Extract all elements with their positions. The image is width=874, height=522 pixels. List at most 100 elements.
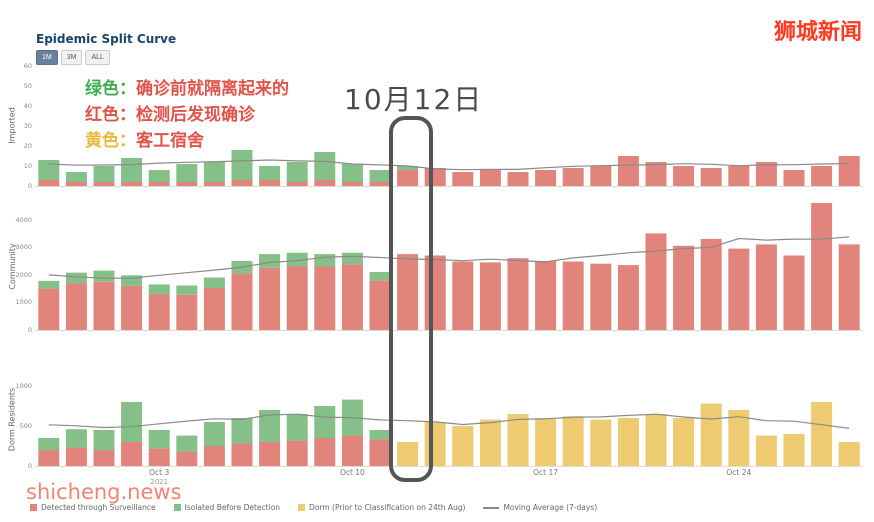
y-tick-label: 10 (23, 162, 32, 170)
bar-segment-green (93, 166, 115, 182)
annotation-line: 红色：检测后发现确诊 (85, 102, 289, 128)
bar-segment-red (65, 283, 87, 330)
bar-segment-red (121, 442, 143, 466)
bar-segment-red (286, 440, 308, 466)
bar-segment-red (203, 288, 225, 330)
bar-segment-yellow (397, 442, 419, 466)
bar-segment-green (93, 270, 115, 282)
bar-segment-red (369, 439, 391, 466)
moving-average-line (48, 236, 850, 279)
bar-segment-green (65, 429, 87, 448)
highlight-date-label: 10月12日 (344, 83, 484, 116)
bar-segment-green (259, 410, 281, 442)
bar-segment-green (259, 166, 281, 180)
bar-segment-green (121, 158, 143, 182)
annotation-desc: 确诊前就隔离起来的 (136, 79, 289, 99)
bar-segment-red (535, 170, 557, 186)
bar-segment-red (617, 265, 639, 330)
annotation-line: 绿色：确诊前就隔离起来的 (85, 76, 289, 102)
bar-segment-green (148, 430, 170, 449)
bar-segment-yellow (507, 414, 529, 466)
x-tick-label: Oct 17 (533, 468, 559, 477)
bar-segment-green (314, 152, 336, 180)
legend-label: Isolated Before Detection (184, 503, 281, 512)
range-button-1m[interactable]: 1M (36, 50, 58, 65)
legend-swatch-red (30, 504, 37, 511)
bar-segment-red (535, 261, 557, 330)
page-title: Epidemic Split Curve (36, 32, 177, 46)
bar-segment-red (728, 166, 750, 186)
annotation-term: 黄色： (85, 131, 136, 151)
bar-segment-red (397, 170, 419, 186)
bar-segment-red (645, 162, 667, 186)
bar-segment-green (121, 402, 143, 442)
bar-segment-red (148, 294, 170, 330)
bar-segment-green (231, 150, 253, 180)
bar-segment-green (286, 162, 308, 182)
bar-segment-red (38, 180, 60, 186)
bar-segment-red (838, 244, 860, 330)
bar-segment-green (203, 162, 225, 182)
bar-segment-red (286, 265, 308, 330)
bar-segment-green (203, 422, 225, 446)
y-tick-label: 0 (27, 326, 32, 334)
legend-item: Detected through Surveillance (30, 503, 156, 512)
bar-segment-red (148, 182, 170, 186)
chart-panel-dorm-residents (35, 399, 863, 467)
y-tick-label: 1000 (15, 382, 32, 390)
bar-segment-yellow (700, 403, 722, 466)
bar-segment-green (148, 284, 170, 295)
annotation-desc: 检测后发现确诊 (136, 105, 255, 125)
bar-segment-red (369, 182, 391, 186)
bar-segment-green (148, 170, 170, 182)
bar-segment-red (700, 238, 722, 330)
bar-segment-red (314, 266, 336, 330)
x-tick-sublabel: 2021 (150, 477, 169, 486)
bar-segment-red (507, 258, 529, 330)
bar-segment-red (341, 182, 363, 186)
y-tick-label: 20 (23, 142, 32, 150)
bar-segment-red (38, 288, 60, 330)
bar-segment-green (203, 277, 225, 288)
x-tick-label: Oct 24 (726, 468, 752, 477)
bar-segment-yellow (728, 410, 750, 466)
y-tick-label: 0 (27, 182, 32, 190)
chart-panel-imported (35, 150, 863, 187)
range-button-all[interactable]: ALL (85, 50, 110, 65)
bar-segment-yellow (811, 402, 833, 466)
legend-label: Dorm (Prior to Classification on 24th Au… (309, 503, 466, 512)
bar-segment-red (617, 156, 639, 186)
site-logo: 狮城新闻 (773, 20, 862, 45)
bar-segment-green (93, 430, 115, 450)
bar-segment-green (369, 272, 391, 281)
bar-segment-yellow (479, 419, 501, 466)
range-button-3m[interactable]: 3M (60, 50, 83, 65)
bar-segment-red (65, 182, 87, 186)
highlight-rect (389, 116, 433, 482)
y-tick-label: 3000 (15, 243, 32, 252)
y-tick-label: 4000 (15, 215, 32, 224)
bar-segment-red (203, 446, 225, 466)
bar-segment-green (259, 254, 281, 268)
bar-segment-green (369, 170, 391, 182)
legend-swatch-green (173, 504, 181, 511)
bar-segment-yellow (535, 418, 557, 466)
bar-segment-green (397, 166, 419, 170)
chart-panel-community (35, 203, 863, 331)
bar-segment-red (562, 168, 584, 186)
bar-segment-red (259, 267, 281, 330)
bar-segment-green (341, 164, 363, 182)
moving-average-line (48, 159, 850, 171)
bar-segment-red (590, 263, 612, 330)
bar-segment-red (728, 248, 750, 330)
annotation-line: 黄色：客工宿舍 (85, 128, 289, 154)
bar-segment-yellow (783, 434, 805, 466)
annotation-term: 红色： (85, 105, 136, 125)
bar-segment-green (65, 272, 87, 284)
legend-line-swatch (483, 506, 500, 509)
bar-segment-red (369, 280, 391, 330)
bar-segment-yellow (452, 426, 474, 466)
bar-segment-red (590, 166, 612, 186)
bar-segment-yellow (617, 418, 639, 466)
